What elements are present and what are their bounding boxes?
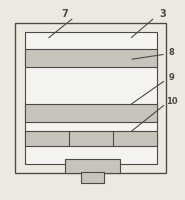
Text: 3: 3 xyxy=(159,9,166,19)
Bar xyxy=(15,23,166,173)
Text: 10: 10 xyxy=(166,97,177,106)
Bar xyxy=(25,32,157,164)
Text: 7: 7 xyxy=(62,9,68,19)
Text: 9: 9 xyxy=(169,73,174,82)
Bar xyxy=(25,131,157,146)
Text: 8: 8 xyxy=(169,48,174,57)
Bar xyxy=(25,104,157,122)
Bar xyxy=(65,159,120,173)
Bar xyxy=(25,49,157,67)
Bar xyxy=(81,172,104,183)
